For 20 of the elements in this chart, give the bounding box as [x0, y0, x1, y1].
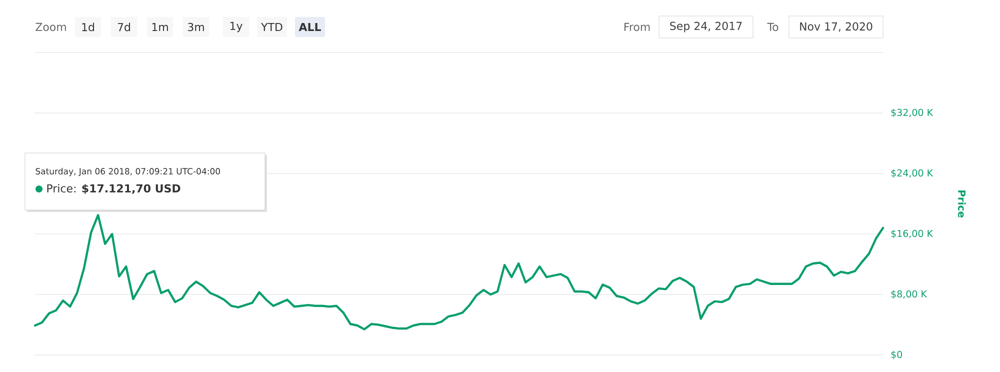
- y-tick-label: $16,00 K: [891, 230, 934, 238]
- text: YTD: [261, 22, 282, 32]
- text: 1m: [152, 22, 168, 32]
- text: 1y: [230, 22, 242, 32]
- annotation: Price: $17.121,70 USD: [47, 184, 180, 194]
- text: Nov 17, 2020: [800, 22, 872, 32]
- y-tick-label: $8,00 K: [891, 290, 928, 299]
- text: To: [767, 22, 778, 32]
- text: 3m: [188, 22, 204, 32]
- text: From: [624, 22, 650, 32]
- y-tick-label: $24,00 K: [891, 169, 934, 178]
- y-axis-title: Price: [958, 190, 966, 218]
- text: 7d: [118, 22, 130, 32]
- text: Sep 24, 2017: [670, 22, 742, 32]
- annotation: Saturday, Jan 06 2018, 07:09:21 UTC-04:00: [36, 168, 220, 176]
- y-tick-label: $32,00 K: [891, 108, 934, 118]
- text: ALL: [298, 22, 321, 32]
- y-tick-label: $0: [891, 350, 902, 360]
- text: 1d: [82, 22, 94, 32]
- text: Zoom: [36, 22, 66, 32]
